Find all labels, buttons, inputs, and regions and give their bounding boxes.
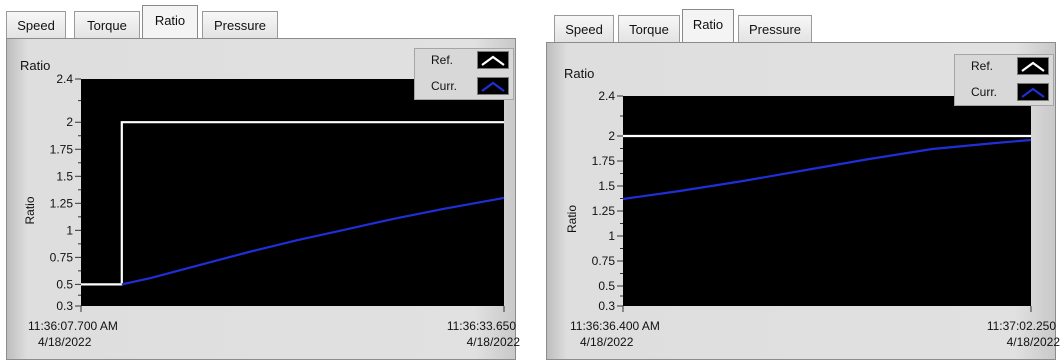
y-axis-label: Ratio xyxy=(23,196,37,224)
y-tick-label: 0.5 xyxy=(598,279,615,293)
legend-swatch-curr[interactable] xyxy=(477,77,509,95)
ratio-panel-right: Speed Torque Ratio Pressure Ratio Ref. C… xyxy=(540,0,1060,364)
y-tick-label: 1 xyxy=(608,229,615,243)
tab-pressure[interactable]: Pressure xyxy=(738,15,812,42)
y-tick-label: 1.75 xyxy=(50,142,74,156)
x-end-date: 4/18/2022 xyxy=(1006,335,1060,349)
y-tick-label: 0.75 xyxy=(50,250,74,264)
legend-item-ref[interactable]: Ref. xyxy=(955,55,1055,79)
legend-label: Ref. xyxy=(431,53,454,67)
legend-swatch-curr[interactable] xyxy=(1017,83,1049,101)
tab-speed[interactable]: Speed xyxy=(554,15,614,42)
plot-legend[interactable]: Ref. Curr. xyxy=(414,48,514,100)
plot-area xyxy=(81,79,504,306)
y-tick-label: 2.4 xyxy=(56,72,73,86)
y-tick-label: 2 xyxy=(608,129,615,143)
tab-pressure[interactable]: Pressure xyxy=(202,11,278,38)
y-tick-label: 2.4 xyxy=(598,89,615,103)
legend-label: Curr. xyxy=(971,85,998,99)
tab-ratio[interactable]: Ratio xyxy=(142,5,198,38)
legend-swatch-ref[interactable] xyxy=(477,51,509,69)
tab-bar: Speed Torque Ratio Pressure xyxy=(540,0,1060,42)
x-start-date: 4/18/2022 xyxy=(580,335,634,349)
plot-legend[interactable]: Ref. Curr. xyxy=(954,54,1054,106)
graph-title: Ratio xyxy=(20,58,51,73)
x-end-date: 4/18/2022 xyxy=(466,335,520,349)
legend-item-ref[interactable]: Ref. xyxy=(415,49,515,73)
y-tick-label: 1.75 xyxy=(592,154,616,168)
y-tick-label: 1.25 xyxy=(592,204,616,218)
series-line-curr xyxy=(121,196,505,286)
series-line-ref xyxy=(81,121,504,286)
legend-item-curr[interactable]: Curr. xyxy=(955,81,1055,105)
legend-label: Curr. xyxy=(431,79,458,93)
y-tick-label: 0.3 xyxy=(56,299,73,313)
graph-title: Ratio xyxy=(564,66,595,81)
x-start-date: 4/18/2022 xyxy=(38,335,92,349)
legend-swatch-ref[interactable] xyxy=(1017,57,1049,75)
y-tick-label: 2 xyxy=(66,115,73,129)
ratio-panel-left: Speed Torque Ratio Pressure Ratio Ref. C… xyxy=(0,0,520,364)
ratio-chart: 0.3 0.5 0.75 1 1.25 1.5 1.75 2 2.4 Ratio xyxy=(23,72,505,313)
y-tick-label: 1 xyxy=(66,223,73,237)
y-tick-label: 1.5 xyxy=(598,179,615,193)
x-end-time: 11:37:02.250 xyxy=(986,319,1056,333)
tab-speed[interactable]: Speed xyxy=(6,11,66,38)
plot-area xyxy=(623,96,1031,306)
ratio-chart: 0.3 0.5 0.75 1 1.25 1.5 1.75 2 2.4 Ratio xyxy=(565,89,1032,313)
tab-bar: Speed Torque Ratio Pressure xyxy=(0,0,520,42)
legend-item-curr[interactable]: Curr. xyxy=(415,75,515,99)
x-end-time: 11:36:33.650 xyxy=(446,319,516,333)
y-tick-label: 0.5 xyxy=(56,277,73,291)
tab-torque[interactable]: Torque xyxy=(618,15,680,42)
x-start-time: 11:36:36.400 AM xyxy=(570,319,660,333)
x-start-time: 11:36:07.700 AM xyxy=(28,319,118,333)
y-tick-label: 1.25 xyxy=(50,196,74,210)
y-tick-label: 1.5 xyxy=(56,169,73,183)
y-tick-label: 0.75 xyxy=(592,254,616,268)
tab-torque[interactable]: Torque xyxy=(74,11,140,38)
y-tick-label: 0.3 xyxy=(598,299,615,313)
legend-label: Ref. xyxy=(971,59,994,73)
series-line-curr xyxy=(622,138,1032,201)
tab-ratio[interactable]: Ratio xyxy=(682,9,734,42)
y-axis-label: Ratio xyxy=(565,205,579,233)
